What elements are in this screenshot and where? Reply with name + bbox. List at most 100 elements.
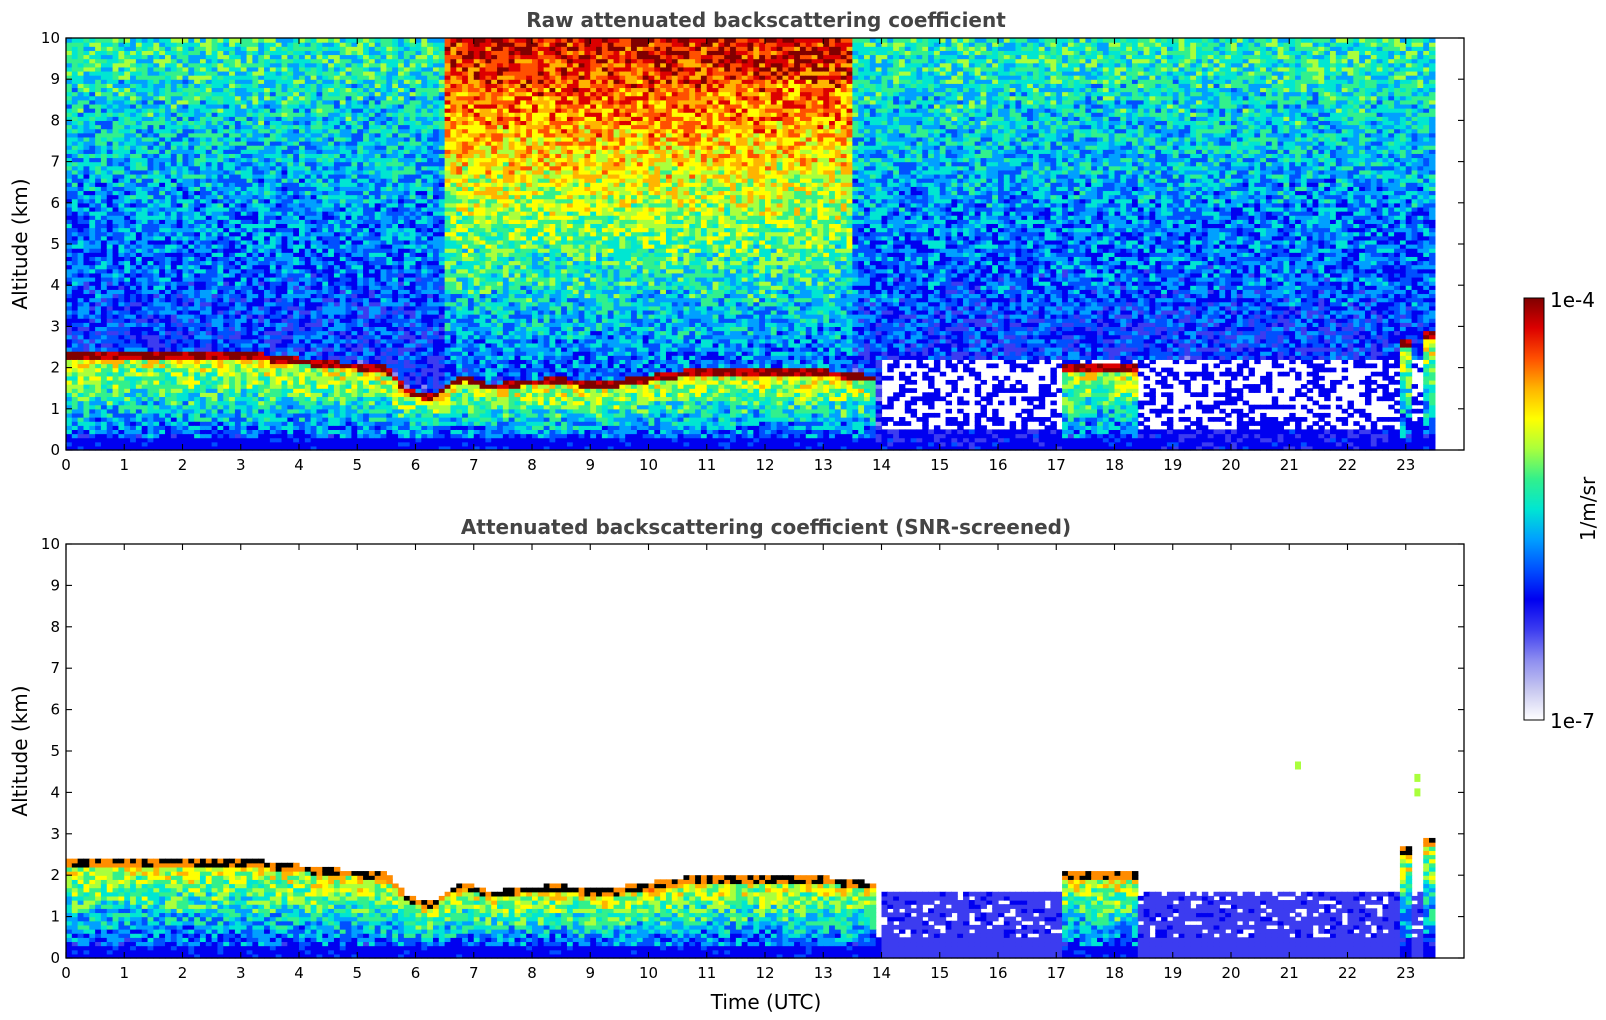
heatmap-cell bbox=[340, 405, 346, 410]
heatmap-cell bbox=[148, 166, 154, 171]
heatmap-cell bbox=[247, 421, 253, 426]
heatmap-cell bbox=[159, 363, 165, 368]
heatmap-cell bbox=[89, 343, 95, 348]
heatmap-cell bbox=[72, 83, 78, 88]
heatmap-cell bbox=[241, 162, 247, 167]
heatmap-cell bbox=[136, 285, 142, 290]
heatmap-cell bbox=[78, 112, 84, 117]
heatmap-cell bbox=[322, 166, 328, 171]
heatmap-cell bbox=[316, 351, 322, 356]
heatmap-cell bbox=[118, 273, 124, 278]
heatmap-cell bbox=[282, 182, 288, 187]
heatmap-cell bbox=[130, 256, 136, 261]
heatmap-cell bbox=[316, 141, 322, 146]
heatmap-cell bbox=[89, 207, 95, 212]
heatmap-cell bbox=[165, 108, 171, 113]
heatmap-cell bbox=[252, 157, 258, 162]
heatmap-cell bbox=[316, 413, 322, 418]
heatmap-cell bbox=[258, 396, 264, 401]
heatmap-cell bbox=[83, 265, 89, 270]
heatmap-cell bbox=[165, 384, 171, 389]
panel-raw: Raw attenuated backscattering coefficien… bbox=[8, 8, 1464, 474]
heatmap-cell bbox=[264, 244, 270, 249]
heatmap-cell bbox=[305, 182, 311, 187]
heatmap-cell bbox=[171, 153, 177, 158]
heatmap-cell bbox=[328, 384, 334, 389]
heatmap-cell bbox=[188, 149, 194, 154]
heatmap-cell bbox=[328, 310, 334, 315]
heatmap-cell bbox=[148, 116, 154, 121]
heatmap-cell bbox=[340, 388, 346, 393]
heatmap-cell bbox=[235, 125, 241, 130]
heatmap-cell bbox=[124, 174, 130, 179]
heatmap-cell bbox=[276, 211, 282, 216]
heatmap-cell bbox=[235, 351, 241, 356]
heatmap-cell bbox=[159, 388, 165, 393]
heatmap-cell bbox=[328, 298, 334, 303]
heatmap-cell bbox=[235, 355, 241, 360]
heatmap-cell bbox=[153, 240, 159, 245]
heatmap-cell bbox=[252, 380, 258, 385]
heatmap-cell bbox=[287, 141, 293, 146]
heatmap-cell bbox=[299, 396, 305, 401]
heatmap-cell bbox=[107, 343, 113, 348]
heatmap-cell bbox=[153, 314, 159, 319]
heatmap-cell bbox=[206, 87, 212, 92]
heatmap-cell bbox=[95, 141, 101, 146]
heatmap-cell bbox=[340, 425, 346, 430]
heatmap-cell bbox=[252, 351, 258, 356]
heatmap-cell bbox=[194, 417, 200, 422]
heatmap-cell bbox=[130, 228, 136, 233]
heatmap-cell bbox=[247, 343, 253, 348]
heatmap-cell bbox=[293, 277, 299, 282]
heatmap-cell bbox=[293, 368, 299, 373]
heatmap-cell bbox=[276, 157, 282, 162]
heatmap-cell bbox=[217, 116, 223, 121]
heatmap-cell bbox=[212, 343, 218, 348]
heatmap-cell bbox=[78, 116, 84, 121]
heatmap-cell bbox=[247, 310, 253, 315]
heatmap-cell bbox=[316, 203, 322, 208]
heatmap-cell bbox=[165, 359, 171, 364]
heatmap-cell bbox=[299, 157, 305, 162]
heatmap-cell bbox=[299, 42, 305, 47]
heatmap-cell bbox=[299, 318, 305, 323]
heatmap-cell bbox=[171, 203, 177, 208]
heatmap-cell bbox=[241, 133, 247, 138]
heatmap-cell bbox=[194, 409, 200, 414]
heatmap-cell bbox=[194, 83, 200, 88]
heatmap-cell bbox=[177, 104, 183, 109]
heatmap-cell bbox=[188, 302, 194, 307]
heatmap-cell bbox=[194, 359, 200, 364]
heatmap-cell bbox=[72, 417, 78, 422]
heatmap-cell bbox=[241, 343, 247, 348]
heatmap-cell bbox=[183, 112, 189, 117]
heatmap-cell bbox=[188, 71, 194, 76]
heatmap-cell bbox=[346, 343, 352, 348]
heatmap-cell bbox=[72, 54, 78, 59]
heatmap-cell bbox=[305, 409, 311, 414]
heatmap-cell bbox=[305, 343, 311, 348]
heatmap-cell bbox=[282, 302, 288, 307]
heatmap-cell bbox=[299, 331, 305, 336]
heatmap-cell bbox=[282, 133, 288, 138]
heatmap-cell bbox=[247, 50, 253, 55]
heatmap-cell bbox=[316, 343, 322, 348]
heatmap-cell bbox=[229, 67, 235, 72]
heatmap-cell bbox=[72, 145, 78, 150]
heatmap-cell bbox=[322, 71, 328, 76]
heatmap-cell bbox=[235, 388, 241, 393]
heatmap-cell bbox=[247, 351, 253, 356]
heatmap-cell bbox=[247, 392, 253, 397]
heatmap-cell bbox=[229, 211, 235, 216]
heatmap-cell bbox=[252, 190, 258, 195]
heatmap-cell bbox=[229, 240, 235, 245]
heatmap-cell bbox=[212, 112, 218, 117]
heatmap-cell bbox=[293, 87, 299, 92]
heatmap-cell bbox=[252, 145, 258, 150]
heatmap-cell bbox=[101, 363, 107, 368]
heatmap-cell bbox=[282, 112, 288, 117]
heatmap-cell bbox=[270, 368, 276, 373]
heatmap-cell bbox=[148, 87, 154, 92]
heatmap-cell bbox=[241, 100, 247, 105]
